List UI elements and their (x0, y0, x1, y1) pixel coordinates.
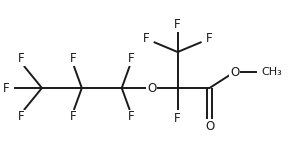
Text: F: F (142, 31, 149, 45)
Text: F: F (127, 110, 134, 124)
Text: O: O (205, 119, 214, 133)
Text: F: F (206, 31, 213, 45)
Text: F: F (3, 82, 9, 94)
Text: CH₃: CH₃ (262, 67, 282, 77)
Text: O: O (230, 66, 239, 79)
Text: F: F (18, 52, 24, 66)
Text: F: F (174, 112, 181, 125)
Text: F: F (127, 52, 134, 66)
Text: F: F (69, 52, 76, 66)
Text: F: F (18, 110, 24, 124)
Text: O: O (147, 82, 156, 94)
Text: F: F (69, 110, 76, 124)
Text: F: F (174, 18, 181, 30)
